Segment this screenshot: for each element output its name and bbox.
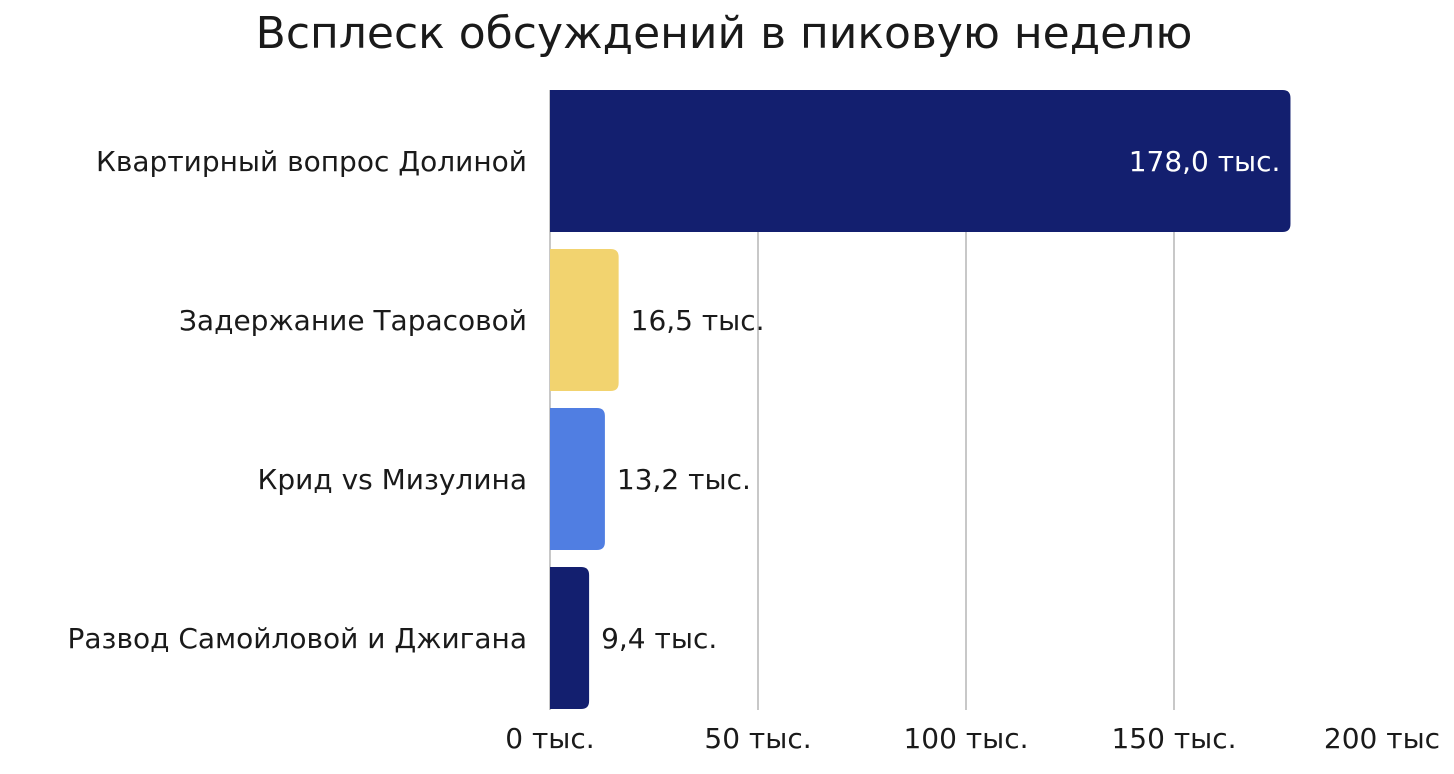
value-label: 13,2 тыс. (617, 463, 751, 496)
chart-title: Всплеск обсуждений в пиковую неделю (256, 8, 1193, 59)
category-label: Задержание Тарасовой (179, 304, 527, 337)
category-label: Развод Самойловой и Джигана (68, 622, 527, 655)
x-tick-label: 150 тыс. (1111, 722, 1236, 755)
bar (550, 249, 619, 391)
value-label: 178,0 тыс. (1129, 145, 1281, 178)
bar (550, 90, 1291, 232)
bar (550, 408, 605, 550)
category-label-layer: Квартирный вопрос Долиной Задержание Тара… (68, 145, 527, 655)
value-label: 9,4 тыс. (601, 622, 717, 655)
value-label: 16,5 тыс. (631, 304, 765, 337)
bar-layer (550, 90, 1291, 709)
category-label: Крид vs Мизулина (257, 463, 527, 496)
x-tick-label: 200 тыс (1324, 722, 1440, 755)
x-tick-label: 0 тыс. (505, 722, 594, 755)
category-label: Квартирный вопрос Долиной (96, 145, 527, 178)
bar (550, 567, 590, 709)
x-tick-label: 50 тыс. (704, 722, 811, 755)
tick-label-layer: 0 тыс. 50 тыс. 100 тыс. 150 тыс. 200 тыс (505, 722, 1440, 755)
value-label-layer: 178,0 тыс. 16,5 тыс. 13,2 тыс. 9,4 тыс. (601, 145, 1280, 655)
x-tick-label: 100 тыс. (903, 722, 1028, 755)
